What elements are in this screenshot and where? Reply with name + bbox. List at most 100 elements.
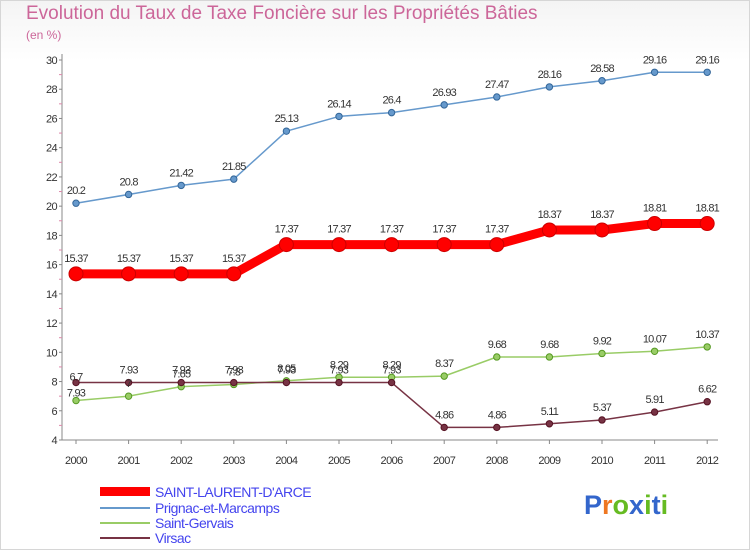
x-tick-label: 2001 bbox=[118, 455, 141, 467]
data-label: 7.93 bbox=[382, 365, 401, 377]
data-point bbox=[230, 175, 238, 183]
data-label: 7.8 bbox=[227, 366, 241, 378]
data-point bbox=[72, 199, 80, 207]
legend-label: Virsac bbox=[155, 530, 191, 546]
data-point bbox=[173, 266, 189, 282]
data-label: 7.65 bbox=[172, 369, 191, 381]
data-label: 7.93 bbox=[330, 365, 349, 377]
x-tick-label: 2000 bbox=[65, 455, 88, 467]
series-line bbox=[75, 71, 708, 204]
data-point bbox=[650, 408, 659, 416]
data-label: 4.86 bbox=[435, 409, 454, 421]
data-label: 7 bbox=[126, 378, 132, 390]
data-label: 26.4 bbox=[382, 95, 401, 107]
data-point bbox=[387, 108, 396, 117]
y-tick-label: 20 bbox=[46, 201, 58, 213]
data-point bbox=[541, 222, 557, 238]
data-label: 18.81 bbox=[643, 203, 667, 215]
data-label: 7.93 bbox=[67, 388, 86, 400]
data-label: 5.91 bbox=[645, 394, 664, 406]
data-point bbox=[177, 378, 185, 387]
data-point bbox=[282, 378, 291, 387]
data-label: 10.37 bbox=[695, 329, 719, 341]
data-label: 6.62 bbox=[698, 384, 717, 396]
logo-letter: i bbox=[644, 490, 652, 520]
axes: 4 6 8 10 12 14 16 18 20 22 24 26 28 30 2000 2001 2002 200… bbox=[46, 54, 719, 467]
data-label: 26.93 bbox=[432, 87, 456, 99]
data-point bbox=[335, 112, 343, 121]
legend-label: Prignac-et-Marcamps bbox=[155, 500, 280, 516]
x-tick-label: 2004 bbox=[275, 455, 298, 467]
x-tick-label: 2008 bbox=[486, 455, 509, 467]
y-tick-label: 8 bbox=[51, 377, 57, 389]
legend-label: Saint-Gervais bbox=[155, 515, 234, 531]
data-label: 29.16 bbox=[695, 54, 719, 66]
y-tick-label: 30 bbox=[46, 55, 58, 67]
series-points bbox=[68, 68, 715, 432]
data-point bbox=[68, 266, 84, 282]
y-tick-label: 24 bbox=[46, 143, 58, 155]
data-label: 26.14 bbox=[327, 98, 351, 110]
y-tick-label: 14 bbox=[46, 289, 58, 301]
legend: SAINT-LAURENT-D'ARCEPrignac-et-MarcampsS… bbox=[100, 484, 312, 546]
x-tick-label: 2005 bbox=[328, 455, 351, 467]
y-tick-label: 26 bbox=[46, 113, 58, 125]
data-point bbox=[493, 93, 501, 101]
x-tick-label: 2006 bbox=[381, 455, 404, 467]
data-label: 18.81 bbox=[695, 203, 719, 215]
data-label: 17.37 bbox=[275, 224, 299, 236]
data-point bbox=[124, 190, 133, 199]
y-tick-label: 6 bbox=[51, 406, 57, 418]
data-label: 21.42 bbox=[169, 167, 193, 179]
data-point bbox=[230, 378, 238, 387]
data-point bbox=[226, 266, 242, 282]
data-label: 7.93 bbox=[225, 365, 244, 377]
data-point bbox=[440, 423, 448, 432]
data-point bbox=[650, 68, 659, 76]
logo-letter: t bbox=[651, 490, 661, 520]
data-point bbox=[598, 77, 606, 85]
data-point bbox=[440, 372, 448, 380]
data-point bbox=[124, 392, 133, 400]
y-tick-label: 28 bbox=[46, 84, 58, 96]
logo-letter: P bbox=[584, 490, 603, 520]
data-label: 8.29 bbox=[382, 359, 401, 371]
data-label: 8.05 bbox=[277, 363, 296, 375]
data-point bbox=[594, 222, 610, 238]
data-point bbox=[331, 237, 347, 253]
data-point bbox=[282, 127, 291, 135]
y-tick-label: 4 bbox=[51, 435, 57, 447]
data-point bbox=[699, 216, 715, 232]
data-point bbox=[278, 237, 294, 253]
data-point bbox=[493, 423, 501, 432]
legend-swatch bbox=[100, 537, 150, 539]
data-label: 5.37 bbox=[593, 402, 612, 414]
data-label: 17.37 bbox=[327, 224, 351, 236]
data-label: 9.92 bbox=[593, 335, 612, 347]
data-label: 28.16 bbox=[538, 69, 562, 81]
data-point bbox=[650, 347, 659, 355]
x-tick-label: 2012 bbox=[696, 455, 719, 467]
data-point bbox=[703, 68, 711, 76]
data-label: 7.93 bbox=[119, 365, 138, 377]
data-point bbox=[703, 398, 711, 406]
data-label: 6.7 bbox=[70, 372, 84, 384]
data-label: 10.07 bbox=[643, 333, 667, 345]
data-point bbox=[545, 420, 554, 428]
data-label: 17.37 bbox=[432, 224, 456, 236]
data-label: 18.37 bbox=[590, 209, 614, 221]
data-point bbox=[647, 216, 663, 232]
logo-letter: o bbox=[612, 490, 630, 520]
data-label: 9.68 bbox=[488, 339, 507, 351]
data-point bbox=[545, 353, 554, 361]
data-label: 25.13 bbox=[275, 113, 299, 125]
data-point bbox=[493, 353, 501, 361]
data-label: 8.29 bbox=[330, 359, 349, 371]
data-point bbox=[387, 378, 396, 387]
data-label: 5.11 bbox=[541, 406, 559, 418]
y-tick-label: 18 bbox=[46, 230, 58, 242]
chart-title: Evolution du Taux de Taxe Foncière sur l… bbox=[26, 3, 538, 24]
data-label: 7.93 bbox=[277, 365, 296, 377]
logo-letter: x bbox=[629, 490, 645, 520]
legend-label: SAINT-LAURENT-D'ARCE bbox=[155, 484, 311, 500]
